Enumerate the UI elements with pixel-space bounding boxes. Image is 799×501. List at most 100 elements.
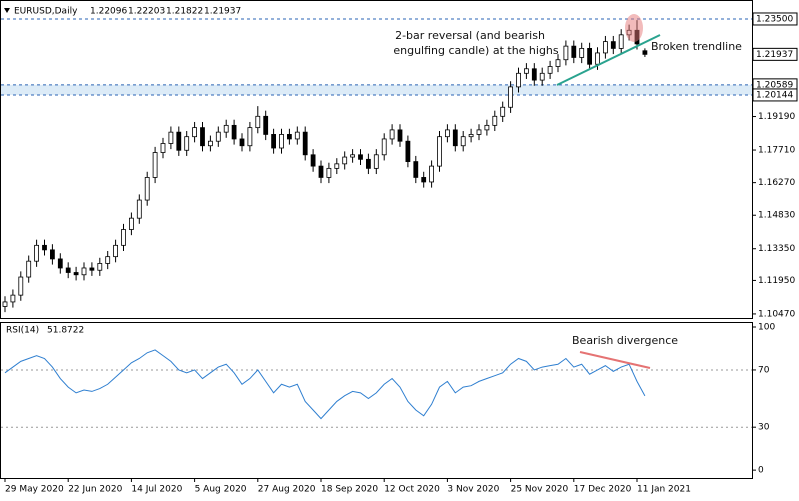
level-label: 1.20589 [756, 80, 793, 90]
candle-body [516, 72, 521, 88]
candle-body [255, 115, 261, 129]
candle-body [452, 129, 458, 147]
candle-body [437, 136, 442, 167]
candle-body [121, 229, 126, 246]
candle-body [184, 136, 190, 151]
candle-body [421, 177, 427, 183]
candle-body [397, 129, 403, 142]
candle-body [294, 131, 300, 140]
candle-body [334, 163, 340, 169]
candle-body [113, 244, 118, 258]
open-value: 1.22096 [90, 7, 127, 17]
candle-body [413, 161, 419, 178]
candle-body [207, 140, 213, 147]
candle-body [152, 152, 158, 178]
candle-body [492, 115, 498, 126]
candle-body [215, 131, 221, 142]
annotation: 2-bar reversal (and bearish [395, 29, 545, 42]
high-value: 1.22203 [128, 7, 165, 17]
trendline [556, 34, 661, 86]
menu-icon [4, 8, 10, 13]
y-tick-label: 1.17710 [758, 146, 795, 156]
candle-body [310, 154, 316, 167]
y-tick-label: 1.14830 [758, 211, 795, 221]
candle-body [279, 134, 284, 149]
candle-body [358, 154, 363, 160]
annotation: engulfing candle) at the highs [393, 44, 559, 57]
current-price: 1.21937 [756, 50, 793, 60]
candle-body [302, 131, 308, 156]
candle-body [539, 72, 545, 81]
annotation: Bearish divergence [572, 334, 678, 347]
highlight [625, 14, 643, 42]
x-tick-label: 12 Oct 2020 [384, 485, 440, 495]
candle-body [144, 177, 150, 201]
candle-body [81, 267, 87, 276]
candle-body [318, 165, 324, 178]
candle-body [271, 134, 277, 149]
candle-body [342, 156, 348, 165]
candle-body [524, 68, 529, 74]
x-tick-label: 3 Nov 2020 [447, 485, 499, 495]
rsi-title: RSI(14) [6, 326, 39, 336]
candle-body [618, 34, 624, 49]
candle-body [10, 294, 16, 303]
candle-body [73, 272, 79, 276]
y-tick-label: 0 [758, 466, 764, 476]
candle-body [500, 106, 506, 117]
candle-body [97, 263, 103, 271]
candle-body [468, 134, 474, 138]
candle-body [65, 267, 71, 273]
x-tick-label: 18 Sep 2020 [321, 485, 378, 495]
y-tick-label: 70 [758, 365, 770, 375]
candle-body [373, 154, 379, 169]
candle-body [444, 129, 450, 138]
candle-body [247, 127, 253, 147]
candle-body [555, 59, 561, 67]
annotations: 2-bar reversal (and bearish engulfing ca… [393, 14, 742, 369]
rsi-frame [0, 322, 753, 479]
x-tick-label: 14 Jul 2020 [131, 485, 182, 495]
candle-body [563, 45, 569, 61]
rsi-line [4, 349, 646, 420]
level-label: 1.20144 [756, 90, 793, 100]
candle-body [642, 50, 648, 55]
y-tick-label: 1.13350 [758, 244, 795, 254]
candle-body [508, 86, 514, 108]
candle-body [610, 41, 616, 49]
candle-body [168, 131, 174, 144]
candle-body [389, 129, 395, 140]
candle-body [223, 124, 229, 133]
candle-body [326, 167, 332, 178]
candle-body [429, 165, 435, 183]
candle-body [192, 127, 198, 138]
y-tick-label: 1.16270 [758, 178, 795, 188]
candle-body [239, 138, 245, 147]
x-tick-label: 17 Dec 2020 [574, 485, 632, 495]
y-tick-label: 1.19190 [758, 112, 795, 122]
candle-body [484, 124, 490, 131]
candle-body [365, 158, 371, 169]
candle-body [381, 138, 387, 156]
candle-body [231, 124, 237, 140]
price-box [752, 47, 798, 61]
rsi-value: 51.8722 [47, 326, 84, 336]
symbol-title: EURUSD,Daily [14, 7, 78, 17]
candle-body [18, 276, 24, 296]
candle-body [26, 260, 32, 278]
candle-body [460, 136, 466, 147]
candle-body [263, 115, 269, 135]
candle-body [547, 66, 553, 74]
candle-body [571, 45, 577, 58]
divergence-line [579, 351, 651, 369]
y-tick-label: 1.10470 [758, 309, 795, 319]
candle-body [160, 143, 166, 153]
y-tick-label: 100 [758, 323, 775, 333]
y-tick-label: 1.11950 [758, 276, 795, 286]
x-tick-label: 11 Jan 2021 [637, 485, 691, 495]
candle-body [136, 199, 142, 219]
candle-body [34, 244, 39, 262]
candle-body [176, 131, 182, 151]
main-frame [0, 0, 753, 319]
